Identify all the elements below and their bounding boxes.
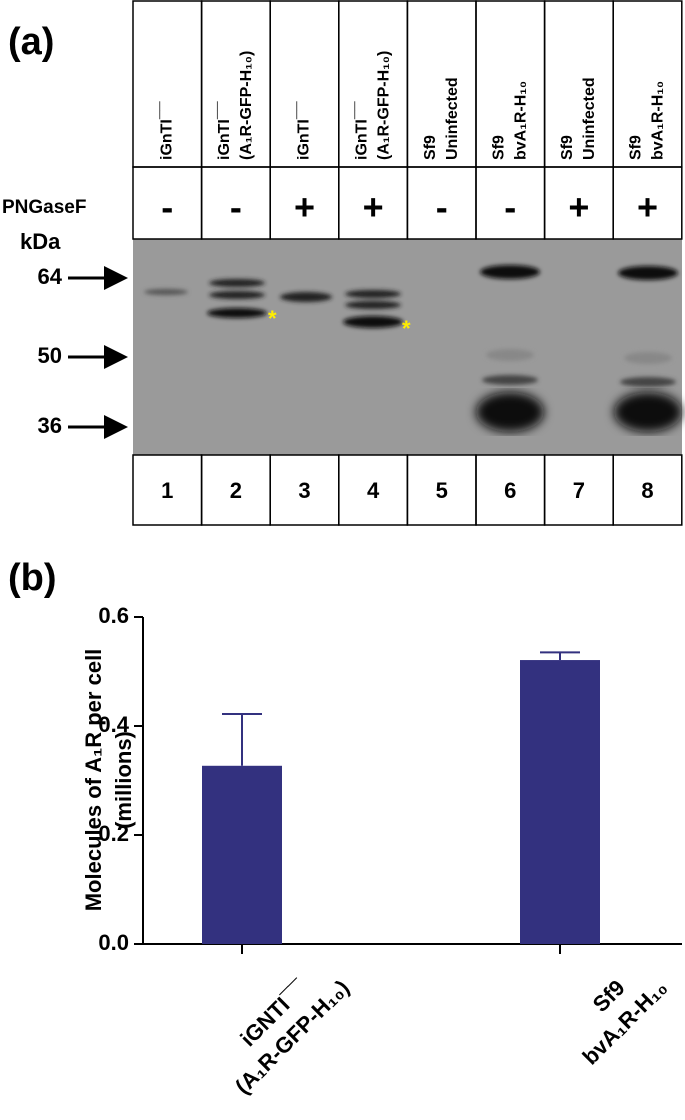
marker-label: 64 [38, 264, 63, 289]
lane-sample: bvA₁R-H₁₀ [513, 81, 530, 160]
marker-unit: kDa [20, 229, 61, 254]
lane-sample: bvA₁R-H₁₀ [650, 81, 667, 160]
treatment-sign: - [504, 187, 516, 228]
lane-number: 6 [504, 478, 516, 503]
asterisk: * [268, 306, 277, 331]
lane-sample: iGnTI¯¯ [353, 101, 370, 160]
lane-sample: Sf9 [491, 135, 508, 160]
blot [133, 239, 682, 455]
lane-number: 7 [573, 478, 585, 503]
y-axis-label: Molecules of A₁R per cell [81, 649, 106, 912]
lane-sample: Sf9 [559, 135, 576, 160]
y-tick-label: 0.2 [98, 821, 129, 846]
panel-label: (a) [8, 21, 54, 63]
lane-header-cell [406, 0, 477, 168]
bar [520, 660, 600, 944]
treatment-sign: + [294, 187, 315, 228]
lane-number: 8 [641, 478, 653, 503]
asterisk: * [402, 316, 411, 341]
y-tick-label: 0.4 [98, 712, 129, 737]
lane-header-cell [338, 0, 409, 168]
lane-sample: iGnTI¯¯ [296, 101, 313, 160]
y-tick-label: 0.0 [98, 930, 129, 955]
marker-arrows [68, 266, 128, 439]
lane-number: 3 [298, 478, 310, 503]
lane-number: 5 [436, 478, 448, 503]
lane-number: 4 [367, 478, 380, 503]
marker-label: 36 [38, 413, 62, 438]
treatment-sign: - [436, 187, 448, 228]
treatment-label: PNGaseF [2, 197, 86, 218]
lane-header-cell [475, 0, 546, 168]
lane-sample: iGnTI¯¯ [216, 101, 233, 160]
bands [144, 265, 678, 387]
lane-number: 2 [230, 478, 242, 503]
lane-sample: Sf9 [422, 135, 439, 160]
y-tick-label: 0.6 [98, 603, 129, 628]
error-bar [222, 713, 262, 766]
treatment-sign: + [568, 187, 589, 228]
bar [202, 765, 282, 944]
lane-number-cell [612, 454, 683, 526]
treatment-sign: + [637, 187, 658, 228]
bands-heavy [476, 392, 682, 432]
lane-header-cell [543, 0, 614, 168]
panel-label: (b) [8, 557, 57, 599]
lane-header-cell [612, 0, 683, 168]
lane-sample: Uninfected [444, 77, 461, 160]
treatment-sign: + [363, 187, 384, 228]
lane-header-cell [200, 0, 271, 168]
treatment-cell [612, 166, 683, 240]
lane-sample: (A₁R-GFP-H₁₀) [238, 51, 255, 160]
lane-sample: Sf9 [628, 135, 645, 160]
lane-number: 1 [161, 478, 173, 503]
treatment-sign: - [230, 187, 242, 228]
y-axis-label: (millions) [111, 731, 136, 829]
marker-label: 50 [38, 343, 62, 368]
lane-sample: iGnTI¯¯ [159, 101, 176, 160]
treatment-sign: - [161, 187, 173, 228]
error-bar [540, 651, 580, 661]
x-tick-label: iGNTI¯¯(A₁R-GFP-H₁₀) [230, 974, 354, 1099]
lane-sample: (A₁R-GFP-H₁₀) [375, 51, 392, 160]
lane-sample: Uninfected [581, 77, 598, 160]
